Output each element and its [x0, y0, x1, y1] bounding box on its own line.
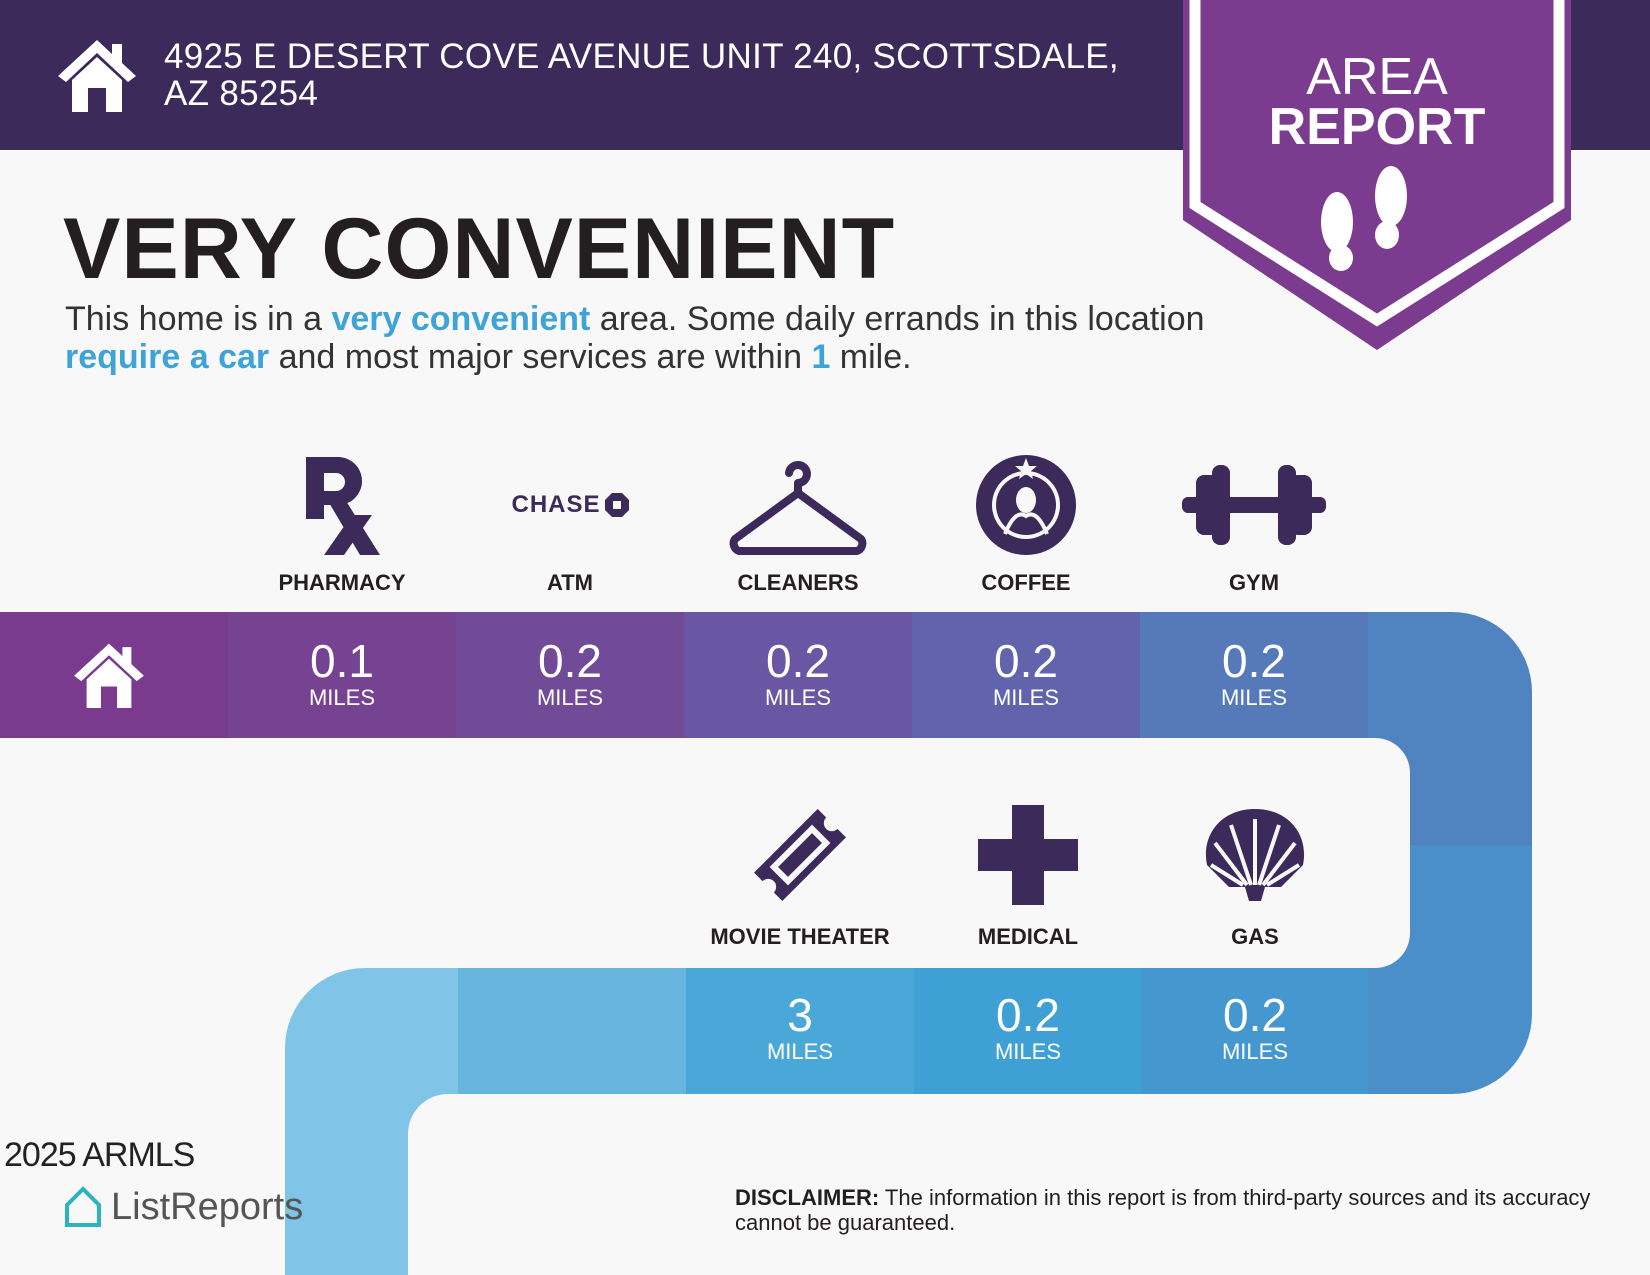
disclaimer: DISCLAIMER: The information in this repo… — [735, 1185, 1595, 1235]
distance-cell: 0.2 MILES — [1140, 636, 1368, 710]
chase-logo: CHASE — [456, 452, 684, 557]
page-title: VERY CONVENIENT — [63, 201, 896, 297]
badge-line1: AREA — [1306, 48, 1448, 106]
chase-logo-text: CHASE — [511, 490, 601, 518]
summary-part: This home is in a — [65, 300, 332, 338]
distance-cell: 0.2 MILES — [1141, 990, 1369, 1064]
distance-unit: MILES — [992, 685, 1060, 710]
distance-cell: 0.1 MILES — [228, 636, 456, 710]
home-icon — [74, 643, 144, 708]
listreports-house-icon — [65, 1186, 101, 1227]
home-icon — [58, 40, 136, 112]
listreports-logo: ListReports — [63, 1185, 303, 1229]
summary-highlight: very convenient — [331, 300, 591, 338]
hanger-icon — [684, 452, 912, 557]
summary-text: This home is in a very convenient area. … — [65, 300, 1215, 376]
badge-title: AREA REPORT — [1183, 48, 1571, 156]
distance-value: 0.2 — [1223, 989, 1287, 1041]
summary-part: and most major services are within — [269, 338, 812, 376]
distance-unit: MILES — [536, 685, 604, 710]
distance-value: 0.2 — [996, 989, 1060, 1041]
starbucks-logo — [912, 452, 1140, 557]
distance-value: 0.2 — [994, 635, 1058, 687]
summary-highlight: require a car — [65, 338, 270, 376]
distance-unit: MILES — [766, 1039, 834, 1064]
mls-watermark: 2025 ARMLS — [4, 1136, 195, 1174]
amenity-label: GYM — [1228, 570, 1280, 595]
summary-part: mile. — [830, 338, 912, 376]
ticket-icon — [686, 802, 914, 907]
summary-highlight: 1 — [811, 338, 831, 376]
distance-unit: MILES — [1221, 1039, 1289, 1064]
amenity-label: ATM — [546, 570, 594, 595]
distance-unit: MILES — [308, 685, 376, 710]
distance-value: 3 — [787, 989, 813, 1041]
distance-cell: 0.2 MILES — [914, 990, 1142, 1064]
summary-part: area. Some daily errands in this locatio… — [590, 300, 1205, 338]
disclaimer-text: The information in this report is from t… — [735, 1185, 1591, 1235]
pharmacy-rx-icon — [228, 452, 456, 557]
distance-value: 0.2 — [766, 635, 830, 687]
amenity-label: COFFEE — [981, 570, 1071, 595]
distance-value: 0.2 — [538, 635, 602, 687]
footprints-icon — [1321, 166, 1407, 271]
amenity-label: GAS — [1231, 924, 1279, 949]
listreports-logo-text: ListReports — [111, 1185, 304, 1228]
amenity-label: CLEANERS — [737, 570, 859, 595]
badge-line2: REPORT — [1268, 98, 1486, 156]
property-address: 4925 E DESERT COVE AVENUE UNIT 240, SCOT… — [164, 37, 1119, 113]
amenity-label: MOVIE THEATER — [710, 924, 890, 949]
distance-cell: 0.2 MILES — [912, 636, 1140, 710]
distance-cell: 0.2 MILES — [456, 636, 684, 710]
distance-unit: MILES — [764, 685, 832, 710]
medical-cross-icon — [914, 802, 1142, 907]
dumbbell-icon — [1140, 452, 1368, 557]
amenity-label: PHARMACY — [278, 570, 406, 595]
distance-unit: MILES — [1220, 685, 1288, 710]
amenity-label: MEDICAL — [977, 924, 1079, 949]
distance-value: 0.2 — [1222, 635, 1286, 687]
distance-unit: MILES — [994, 1039, 1062, 1064]
distance-cell: 3 MILES — [686, 990, 914, 1064]
area-report-badge — [1183, 0, 1571, 350]
distance-cell: 0.2 MILES — [684, 636, 912, 710]
shell-logo — [1141, 802, 1369, 907]
disclaimer-label: DISCLAIMER: — [735, 1185, 880, 1210]
distance-value: 0.1 — [310, 635, 374, 687]
